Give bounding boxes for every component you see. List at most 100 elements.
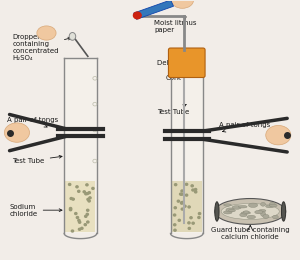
Circle shape: [79, 221, 81, 223]
Ellipse shape: [37, 26, 56, 40]
Circle shape: [192, 189, 194, 191]
Ellipse shape: [240, 213, 247, 217]
Circle shape: [198, 213, 201, 214]
Circle shape: [175, 184, 177, 186]
Circle shape: [78, 190, 80, 192]
Text: Moist litmus
paper: Moist litmus paper: [154, 17, 197, 33]
Circle shape: [86, 213, 88, 215]
Circle shape: [180, 193, 182, 195]
Circle shape: [188, 222, 190, 224]
Circle shape: [188, 206, 190, 208]
Circle shape: [188, 228, 190, 229]
Circle shape: [75, 213, 77, 214]
Circle shape: [194, 191, 197, 193]
Circle shape: [173, 214, 176, 216]
Circle shape: [185, 183, 188, 185]
Circle shape: [191, 185, 193, 187]
Text: Guard tube containing
calcium chloride: Guard tube containing calcium chloride: [211, 228, 290, 240]
Circle shape: [174, 229, 176, 231]
Ellipse shape: [255, 210, 263, 214]
Ellipse shape: [243, 211, 249, 213]
Circle shape: [88, 192, 90, 194]
Bar: [64, 57, 97, 233]
Circle shape: [174, 224, 176, 226]
Text: Test Tube: Test Tube: [13, 155, 62, 164]
Circle shape: [192, 222, 194, 224]
Polygon shape: [134, 0, 173, 19]
Text: Dropper
containing
concentrated
H₂SO₄: Dropper containing concentrated H₂SO₄: [13, 34, 71, 61]
Circle shape: [69, 209, 72, 211]
Ellipse shape: [224, 211, 232, 214]
Circle shape: [181, 193, 183, 195]
Ellipse shape: [69, 32, 76, 40]
Circle shape: [70, 207, 72, 210]
Text: Sodium
chloride: Sodium chloride: [10, 204, 62, 217]
Ellipse shape: [221, 203, 279, 219]
Text: Delivery tube: Delivery tube: [157, 60, 204, 66]
Circle shape: [92, 187, 94, 189]
Ellipse shape: [261, 212, 266, 216]
Bar: [172, 181, 202, 232]
Ellipse shape: [266, 126, 291, 145]
Circle shape: [81, 227, 83, 229]
Bar: [65, 181, 95, 232]
Circle shape: [87, 198, 89, 200]
Ellipse shape: [266, 205, 274, 208]
Circle shape: [76, 217, 79, 218]
Circle shape: [184, 205, 186, 207]
Text: A pair of tongs: A pair of tongs: [7, 117, 58, 127]
Ellipse shape: [226, 208, 234, 212]
Ellipse shape: [229, 210, 236, 212]
Circle shape: [72, 198, 74, 200]
Circle shape: [178, 219, 180, 221]
Circle shape: [87, 221, 89, 223]
Circle shape: [134, 12, 141, 19]
Circle shape: [181, 190, 183, 192]
Circle shape: [181, 202, 184, 203]
Ellipse shape: [247, 215, 256, 219]
Ellipse shape: [4, 123, 29, 142]
Circle shape: [181, 208, 184, 210]
Circle shape: [78, 219, 80, 222]
Ellipse shape: [215, 202, 219, 221]
Ellipse shape: [215, 199, 286, 224]
Text: Cork: Cork: [166, 71, 186, 81]
Circle shape: [78, 228, 81, 230]
Circle shape: [174, 207, 176, 209]
Circle shape: [68, 184, 71, 185]
Circle shape: [83, 191, 86, 193]
Circle shape: [198, 217, 200, 218]
Circle shape: [85, 193, 87, 195]
Circle shape: [76, 186, 78, 188]
Circle shape: [70, 198, 72, 199]
Circle shape: [181, 202, 183, 204]
Text: A pair of tongs: A pair of tongs: [219, 122, 271, 132]
Ellipse shape: [259, 210, 266, 212]
Ellipse shape: [238, 205, 247, 208]
Circle shape: [190, 217, 192, 219]
Ellipse shape: [241, 212, 250, 214]
Ellipse shape: [272, 215, 278, 219]
Bar: [170, 57, 203, 233]
Circle shape: [85, 215, 87, 217]
Ellipse shape: [281, 202, 286, 221]
Circle shape: [185, 194, 188, 196]
Text: Test Tube: Test Tube: [157, 105, 190, 115]
Circle shape: [89, 197, 91, 199]
Ellipse shape: [248, 203, 258, 207]
Circle shape: [87, 209, 89, 211]
Circle shape: [181, 202, 183, 204]
Ellipse shape: [270, 204, 277, 207]
Circle shape: [84, 224, 86, 226]
Ellipse shape: [224, 204, 231, 206]
Circle shape: [86, 193, 88, 194]
Circle shape: [86, 184, 88, 186]
Ellipse shape: [232, 206, 242, 209]
Circle shape: [71, 230, 74, 232]
Circle shape: [177, 200, 179, 202]
Circle shape: [194, 188, 197, 191]
Ellipse shape: [263, 214, 269, 218]
Ellipse shape: [269, 202, 275, 206]
Ellipse shape: [171, 0, 194, 8]
Circle shape: [88, 200, 90, 202]
